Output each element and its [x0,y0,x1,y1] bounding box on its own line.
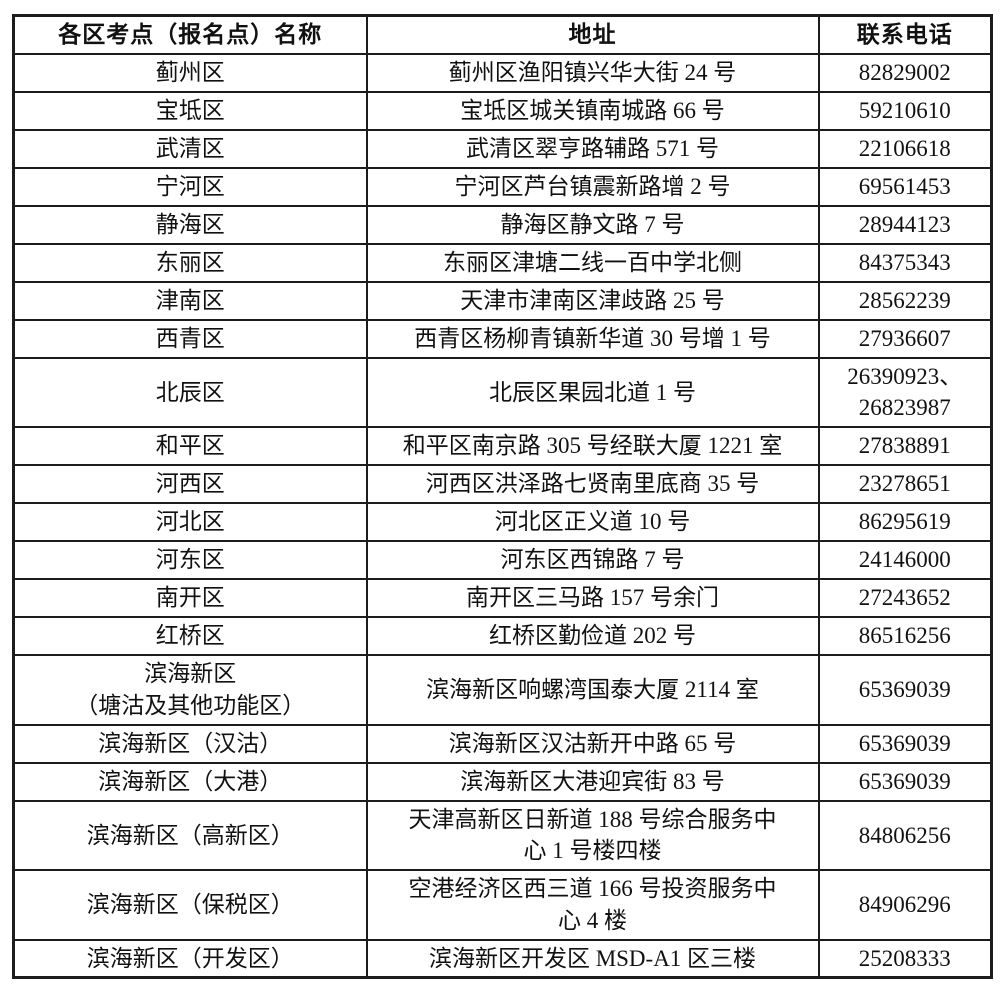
table-row: 宁河区 宁河区芦台镇震新路增 2 号 69561453 [12,166,993,207]
address-cell: 武清区翠亨路辅路 571 号 [365,128,820,169]
district-cell: 津南区 [12,280,368,321]
address-cell: 红桥区勤俭道 202 号 [365,616,820,657]
district-cell: 河东区 [12,540,368,581]
table-body: 蓟州区 蓟州区渔阳镇兴华大街 24 号 82829002 宝坻区 宝坻区城关镇南城路 6… [12,52,993,979]
table-row: 和平区 和平区南京路 305 号经联大厦 1221 室 27838891 [12,426,993,467]
district-cell: 滨海新区 （塘沽及其他功能区） [12,654,368,726]
table-row: 武清区 武清区翠亨路辅路 571 号 22106618 [12,128,993,169]
phone-cell: 27243652 [817,578,993,619]
address-cell: 天津市津南区津歧路 25 号 [365,280,820,321]
phone-cell: 28944123 [817,204,993,245]
phone-cell: 84906296 [817,869,993,941]
address-cell: 河东区西锦路 7 号 [365,540,820,581]
phone-cell: 26390923、 26823987 [817,356,993,429]
district-cell: 滨海新区（大港） [12,761,368,802]
phone-cell: 86516256 [817,616,993,657]
table-row: 滨海新区（汉沽） 滨海新区汉沽新开中路 65 号 65369039 [12,723,993,764]
address-cell: 东丽区津塘二线一百中学北侧 [365,242,820,283]
address-cell: 宝坻区城关镇南城路 66 号 [365,90,820,131]
table-row: 蓟州区 蓟州区渔阳镇兴华大街 24 号 82829002 [12,52,993,93]
phone-cell: 24146000 [817,540,993,581]
header-exam-point-name: 各区考点（报名点）名称 [12,14,368,55]
phone-cell: 65369039 [817,654,993,726]
table-row: 津南区 天津市津南区津歧路 25 号 28562239 [12,280,993,321]
exam-points-contact-table: 各区考点（报名点）名称 地址 联系电话 蓟州区 蓟州区渔阳镇兴华大街 24 号 82… [12,14,993,980]
district-cell: 河西区 [12,464,368,505]
district-cell: 红桥区 [12,616,368,657]
address-cell: 滨海新区开发区 MSD-A1 区三楼 [365,938,820,979]
phone-cell: 22106618 [817,128,993,169]
address-cell: 和平区南京路 305 号经联大厦 1221 室 [365,426,820,467]
phone-cell: 23278651 [817,464,993,505]
phone-cell: 27838891 [817,426,993,467]
table-row: 宝坻区 宝坻区城关镇南城路 66 号 59210610 [12,90,993,131]
table-row: 北辰区 北辰区果园北道 1 号 26390923、 26823987 [12,356,993,429]
address-cell: 北辰区果园北道 1 号 [365,356,820,429]
phone-cell: 65369039 [817,723,993,764]
table-row: 滨海新区（高新区） 天津高新区日新道 188 号综合服务中 心 1 号楼四楼 848… [12,799,993,872]
table-header: 各区考点（报名点）名称 地址 联系电话 [12,14,993,55]
address-cell: 滨海新区大港迎宾街 83 号 [365,761,820,802]
district-cell: 静海区 [12,204,368,245]
table-row: 南开区 南开区三马路 157 号余门 27243652 [12,578,993,619]
district-cell: 滨海新区（保税区） [12,869,368,941]
table-row: 滨海新区（保税区） 空港经济区西三道 166 号投资服务中 心 4 楼 849062… [12,869,993,941]
district-cell: 滨海新区（汉沽） [12,723,368,764]
phone-cell: 82829002 [817,52,993,93]
district-cell: 南开区 [12,578,368,619]
phone-cell: 84806256 [817,799,993,872]
address-cell: 滨海新区汉沽新开中路 65 号 [365,723,820,764]
header-row: 各区考点（报名点）名称 地址 联系电话 [12,14,993,55]
table-row: 滨海新区（开发区） 滨海新区开发区 MSD-A1 区三楼 25208333 [12,938,993,979]
table-row: 河东区 河东区西锦路 7 号 24146000 [12,540,993,581]
district-cell: 和平区 [12,426,368,467]
phone-cell: 69561453 [817,166,993,207]
phone-cell: 28562239 [817,280,993,321]
district-cell: 西青区 [12,318,368,359]
table-row: 河北区 河北区正义道 10 号 86295619 [12,502,993,543]
address-cell: 南开区三马路 157 号余门 [365,578,820,619]
district-cell: 滨海新区（高新区） [12,799,368,872]
district-cell: 武清区 [12,128,368,169]
address-cell: 宁河区芦台镇震新路增 2 号 [365,166,820,207]
phone-cell: 59210610 [817,90,993,131]
address-cell: 空港经济区西三道 166 号投资服务中 心 4 楼 [365,869,820,941]
address-cell: 滨海新区响螺湾国泰大厦 2114 室 [365,654,820,726]
district-cell: 蓟州区 [12,52,368,93]
address-cell: 河西区洪泽路七贤南里底商 35 号 [365,464,820,505]
district-cell: 东丽区 [12,242,368,283]
address-cell: 蓟州区渔阳镇兴华大街 24 号 [365,52,820,93]
district-cell: 北辰区 [12,356,368,429]
address-cell: 天津高新区日新道 188 号综合服务中 心 1 号楼四楼 [365,799,820,872]
phone-cell: 86295619 [817,502,993,543]
phone-cell: 65369039 [817,761,993,802]
table-row: 红桥区 红桥区勤俭道 202 号 86516256 [12,616,993,657]
district-cell: 滨海新区（开发区） [12,938,368,979]
address-cell: 河北区正义道 10 号 [365,502,820,543]
header-phone: 联系电话 [817,14,993,55]
address-cell: 西青区杨柳青镇新华道 30 号增 1 号 [365,318,820,359]
district-cell: 宁河区 [12,166,368,207]
district-cell: 河北区 [12,502,368,543]
header-address: 地址 [365,14,820,55]
phone-cell: 84375343 [817,242,993,283]
table-row: 西青区 西青区杨柳青镇新华道 30 号增 1 号 27936607 [12,318,993,359]
table-row: 滨海新区（大港） 滨海新区大港迎宾街 83 号 65369039 [12,761,993,802]
address-cell: 静海区静文路 7 号 [365,204,820,245]
phone-cell: 25208333 [817,938,993,979]
table-row: 河西区 河西区洪泽路七贤南里底商 35 号 23278651 [12,464,993,505]
phone-cell: 27936607 [817,318,993,359]
table-row: 静海区 静海区静文路 7 号 28944123 [12,204,993,245]
district-cell: 宝坻区 [12,90,368,131]
table-row: 东丽区 东丽区津塘二线一百中学北侧 84375343 [12,242,993,283]
table-row: 滨海新区 （塘沽及其他功能区） 滨海新区响螺湾国泰大厦 2114 室 6536903… [12,654,993,726]
